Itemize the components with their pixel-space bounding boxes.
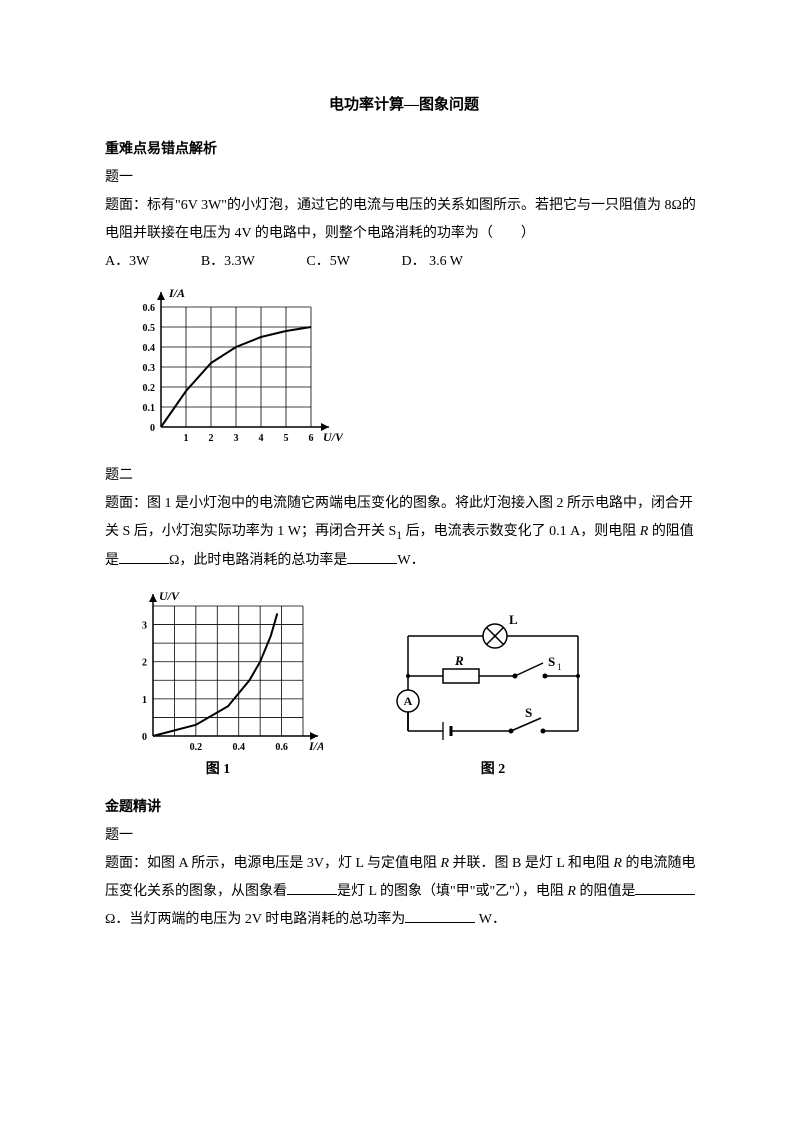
q2-text-2: 后，电流表示数变化了 0.1 A，则电阻: [406, 524, 637, 539]
q2-r: R: [640, 524, 649, 539]
q1-chart-wrap: 1 2 3 4 5 6 0 0.1 0.2 0.3 0.4 0.5 0.6 I/A U/V: [113, 282, 703, 452]
q2-chart: 0.2 0.4 0.6 0 1 2 3 U/V I/A: [113, 581, 323, 756]
svg-text:0.6: 0.6: [143, 303, 156, 314]
svg-text:S: S: [525, 705, 532, 720]
s2-q1-body: 题面：如图 A 所示，电源电压是 3V，灯 L 与定值电阻 R 并联．图 B 是…: [105, 850, 703, 934]
svg-text:0: 0: [150, 423, 155, 434]
q2-circuit: LRS1AS: [383, 606, 603, 756]
svg-text:1: 1: [142, 695, 147, 706]
svg-text:0.1: 0.1: [143, 403, 156, 414]
blank-5[interactable]: [405, 909, 475, 923]
svg-text:R: R: [454, 653, 464, 668]
q1-label: 题一: [105, 164, 703, 192]
opt-d: D． 3.6 W: [401, 254, 463, 269]
q2-body: 题面：图 1 是小灯泡中的电流随它两端电压变化的图象。将此灯泡接入图 2 所示电…: [105, 490, 703, 575]
opt-c: C．5W: [306, 254, 350, 269]
q2-chart-caption: 图 1: [113, 756, 323, 784]
s2-t3: 的阻值是: [576, 884, 636, 899]
svg-text:0.5: 0.5: [143, 323, 156, 334]
svg-text:3: 3: [142, 621, 147, 632]
s2-r1: R: [440, 856, 449, 871]
blank-1[interactable]: [119, 550, 169, 564]
svg-text:L: L: [509, 612, 518, 627]
q2-circuit-caption: 图 2: [383, 756, 603, 784]
q2-chart-wrap: 0.2 0.4 0.6 0 1 2 3 U/V I/A 图 1: [113, 581, 323, 784]
svg-text:U/V: U/V: [159, 589, 180, 603]
s2-q1-label: 题一: [105, 822, 703, 850]
section2-header: 金题精讲: [105, 794, 703, 822]
page-title: 电功率计算—图象问题: [105, 90, 703, 120]
s2-u1: Ω．当灯两端的电压为 2V 时电路消耗的总功率为: [105, 912, 405, 927]
s2-t1b: 并联．图 B 是灯 L 和电阻: [449, 856, 613, 871]
q2-circuit-wrap: LRS1AS 图 2: [383, 606, 603, 784]
q2-unit1: Ω，此时电路消耗的总功率是: [169, 553, 347, 568]
svg-text:0.3: 0.3: [143, 363, 156, 374]
opt-a: A．3W: [105, 254, 149, 269]
blank-4[interactable]: [635, 881, 695, 895]
svg-text:0.4: 0.4: [232, 742, 245, 753]
blank-2[interactable]: [347, 550, 397, 564]
section1-header: 重难点易错点解析: [105, 136, 703, 164]
svg-text:2: 2: [142, 658, 147, 669]
q1-chart: 1 2 3 4 5 6 0 0.1 0.2 0.3 0.4 0.5 0.6 I/A U/V: [113, 282, 343, 452]
q2-unit2: W．: [397, 553, 424, 568]
svg-text:0.2: 0.2: [143, 383, 156, 394]
svg-text:0.2: 0.2: [190, 742, 203, 753]
svg-text:2: 2: [209, 433, 214, 444]
svg-text:U/V: U/V: [323, 430, 343, 444]
svg-text:0: 0: [142, 732, 147, 743]
q1-options: A．3W B．3.3W C．5W D． 3.6 W: [105, 248, 703, 276]
svg-text:I/A: I/A: [308, 739, 323, 753]
svg-text:0.4: 0.4: [143, 343, 156, 354]
svg-text:4: 4: [259, 433, 264, 444]
svg-text:S: S: [548, 654, 555, 669]
svg-text:5: 5: [284, 433, 289, 444]
svg-text:0.6: 0.6: [275, 742, 288, 753]
svg-text:A: A: [404, 694, 413, 708]
s2-r3: R: [567, 884, 576, 899]
s2-t1: 题面：如图 A 所示，电源电压是 3V，灯 L 与定值电阻: [105, 856, 440, 871]
s2-u2: W．: [475, 912, 506, 927]
svg-text:6: 6: [309, 433, 314, 444]
q2-sub1: 1: [396, 529, 402, 542]
s2-t2: 是灯 L 的图象（填"甲"或"乙"），电阻: [337, 884, 567, 899]
svg-text:1: 1: [557, 662, 562, 672]
q1-body: 题面：标有"6V 3W"的小灯泡，通过它的电流与电压的关系如图所示。若把它与一只…: [105, 192, 703, 248]
svg-text:1: 1: [184, 433, 189, 444]
opt-b: B．3.3W: [201, 254, 255, 269]
svg-text:3: 3: [234, 433, 239, 444]
blank-3[interactable]: [287, 881, 337, 895]
q2-figures: 0.20.40.60123U/VI/A 图 1 LRS1AS 图 2: [113, 581, 703, 784]
svg-text:I/A: I/A: [168, 286, 185, 300]
q2-label: 题二: [105, 462, 703, 490]
s2-r2: R: [613, 856, 622, 871]
